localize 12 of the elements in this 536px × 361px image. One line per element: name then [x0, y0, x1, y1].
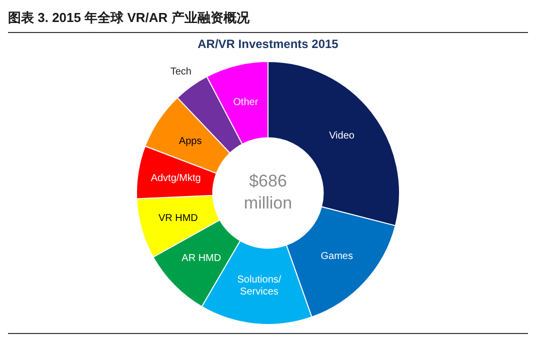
slice-label: Other: [233, 97, 259, 108]
slice-label: Tech: [170, 66, 192, 78]
chart-subtitle: AR/VR Investments 2015: [196, 37, 340, 53]
chart-title: 图表 3. 2015 年全球 VR/AR 产业融资概况: [8, 9, 250, 27]
slice-label: Advtg/Mktg: [150, 172, 201, 184]
slice-label: Solutions/ Services: [237, 274, 282, 298]
slice-label: Games: [320, 250, 353, 262]
slice-label: VR HMD: [158, 213, 198, 224]
slice-label: AR HMD: [182, 253, 222, 264]
slice-label: Apps: [178, 136, 202, 147]
slice-label: Video: [329, 130, 355, 142]
text: $686 million: [244, 172, 292, 213]
